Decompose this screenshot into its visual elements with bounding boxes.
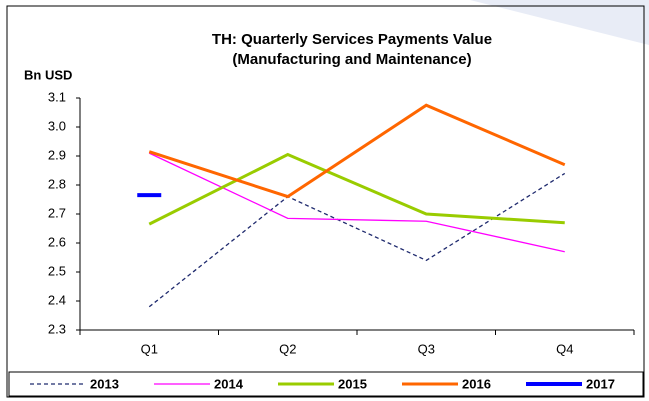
x-tick-label: Q4 xyxy=(556,341,573,356)
y-tick-label: 3.1 xyxy=(48,89,66,104)
series-line xyxy=(148,152,565,226)
legend-label: 2017 xyxy=(586,376,615,391)
chart-title: (Manufacturing and Maintenance) xyxy=(232,51,471,68)
series-line xyxy=(148,103,566,199)
x-tick-label: Q2 xyxy=(279,341,296,356)
y-axis-label: Bn USD xyxy=(24,67,72,82)
legend-label: 2014 xyxy=(214,376,244,391)
y-tick-label: 2.6 xyxy=(48,234,66,249)
y-tick-label: 2.8 xyxy=(48,176,66,191)
x-tick-label: Q1 xyxy=(141,341,158,356)
legend-label: 2013 xyxy=(90,376,119,391)
chart-frame xyxy=(6,5,645,398)
x-tick-label: Q3 xyxy=(418,341,435,356)
y-tick-label: 2.7 xyxy=(48,205,66,220)
y-tick-label: 2.4 xyxy=(48,292,66,307)
decoration xyxy=(470,0,649,45)
series-line xyxy=(148,172,566,308)
y-tick-label: 2.5 xyxy=(48,263,66,278)
legend-label: 2016 xyxy=(462,376,491,391)
chart-title: TH: Quarterly Services Payments Value xyxy=(212,31,492,48)
y-tick-label: 3.0 xyxy=(48,118,66,133)
y-tick-label: 2.3 xyxy=(48,321,66,336)
y-tick-label: 2.9 xyxy=(48,147,66,162)
legend-label: 2015 xyxy=(338,376,367,391)
series-line xyxy=(148,152,565,253)
